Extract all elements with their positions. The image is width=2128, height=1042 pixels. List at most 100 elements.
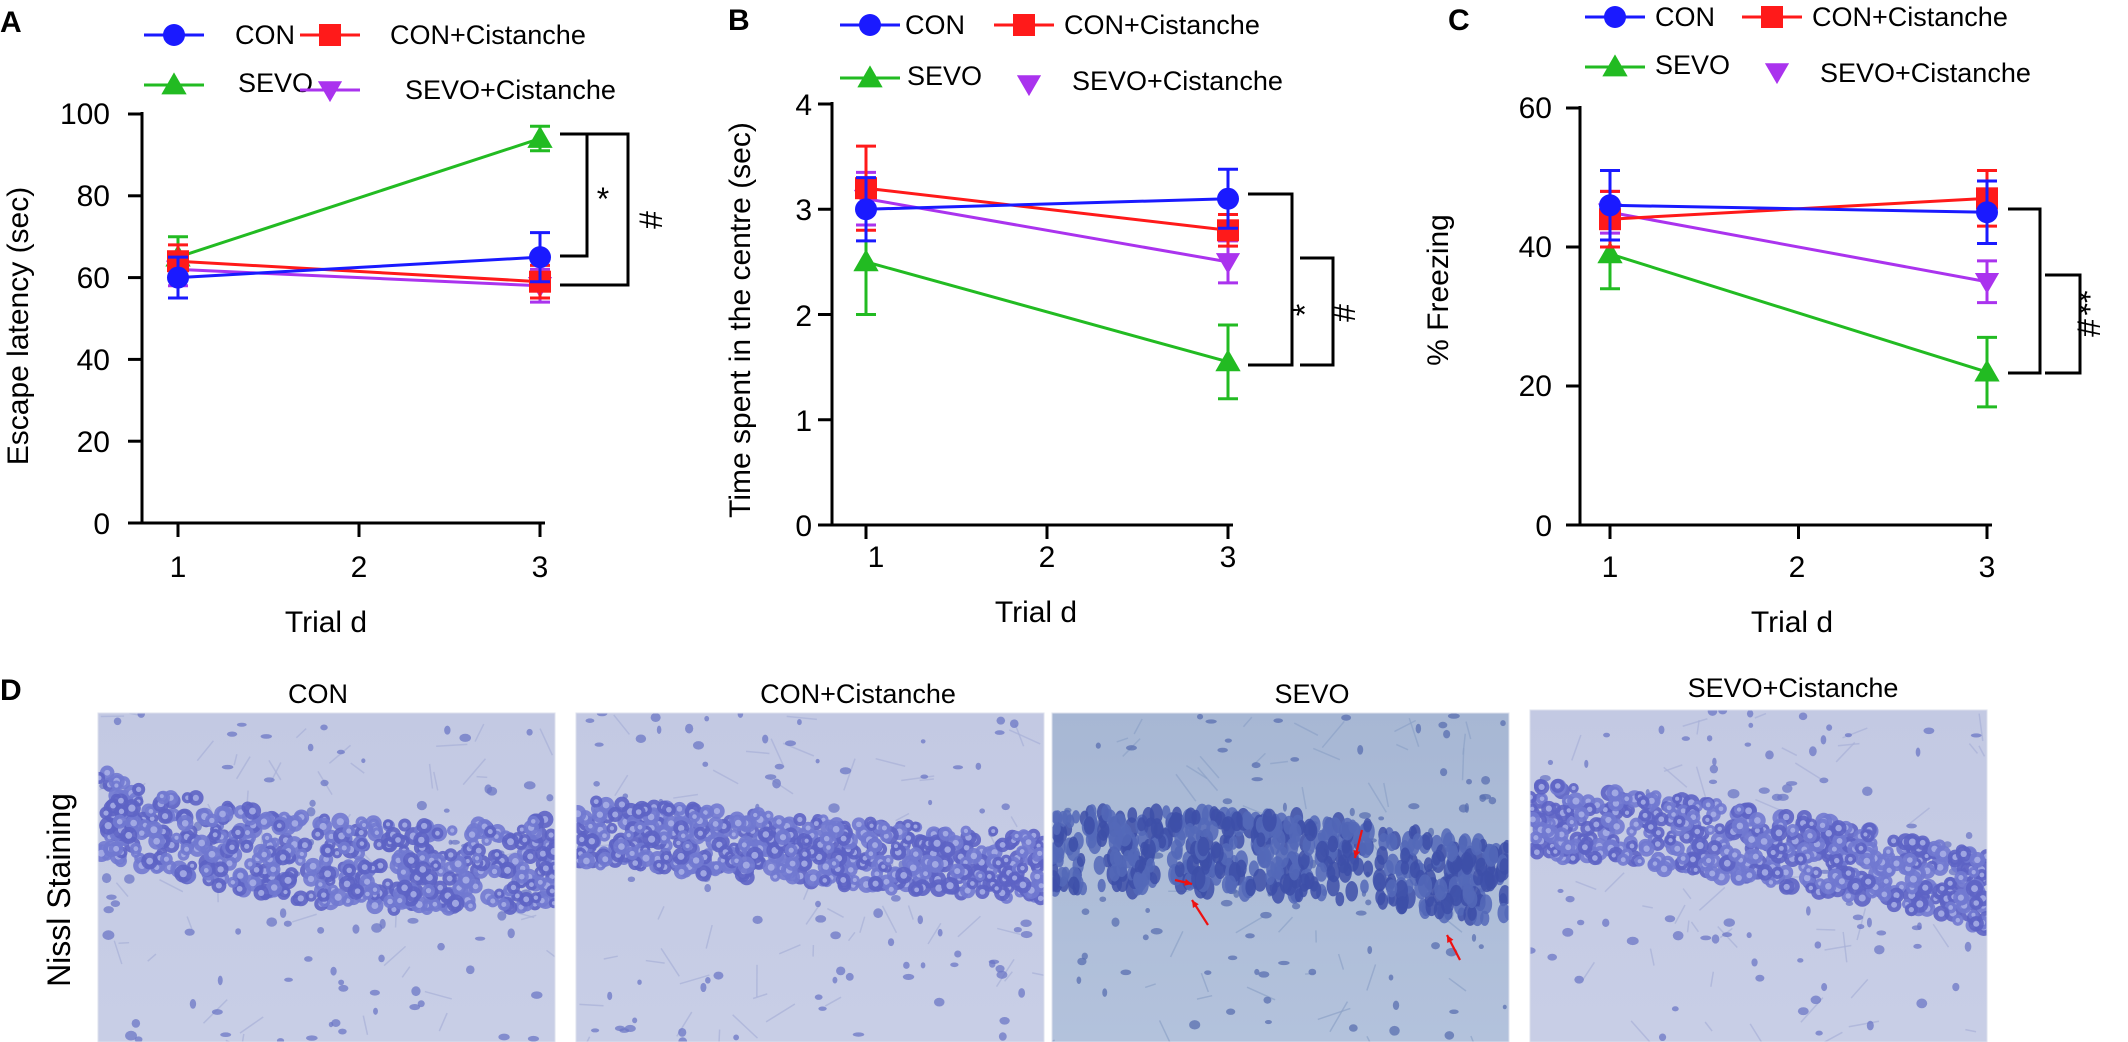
neuron-nucleus: [501, 902, 507, 908]
tissue-cell: [928, 799, 933, 806]
neuron-nucleus: [264, 835, 270, 841]
micrograph-con-cistanche: [576, 713, 1044, 1042]
neuron-nucleus: [150, 826, 158, 834]
tissue-cell: [1565, 895, 1575, 903]
tissue-fibre: [1682, 888, 1692, 900]
neuron-nucleus: [1545, 827, 1551, 834]
neuron-nucleus: [632, 860, 639, 866]
neuron: [1061, 866, 1070, 881]
neuron-nucleus: [1748, 836, 1756, 843]
tissue-cell: [1844, 733, 1852, 738]
neuron-nucleus: [512, 857, 519, 865]
neuron-nucleus: [804, 838, 809, 843]
neuron-nucleus: [1553, 849, 1558, 854]
neuron-nucleus: [450, 828, 455, 833]
tissue-fibre: [1200, 972, 1210, 993]
tissue-cell: [700, 982, 707, 993]
neuron: [1076, 853, 1086, 867]
legend-label: CON: [905, 10, 965, 40]
tissue-cell: [1664, 915, 1676, 923]
neuron-nucleus: [1782, 813, 1790, 821]
legend-label: SEVO+Cistanche: [405, 75, 616, 105]
tissue-cell: [1145, 907, 1151, 913]
tissue-fibre: [1932, 923, 1950, 948]
neuron: [1174, 829, 1186, 848]
neuron-nucleus: [1922, 884, 1929, 891]
neuron: [1412, 833, 1423, 850]
tissue-fibre: [474, 723, 485, 742]
tissue-cell: [1222, 798, 1233, 805]
neuron-nucleus: [963, 844, 970, 851]
tissue-cell: [1488, 797, 1497, 805]
neuron-nucleus: [1924, 853, 1929, 858]
neuron-nucleus: [341, 845, 347, 851]
tissue-cell: [1018, 988, 1026, 998]
tissue-cell: [1557, 888, 1564, 894]
neuron: [1288, 822, 1302, 844]
neuron-nucleus: [933, 839, 941, 847]
tissue-cell: [1658, 725, 1665, 735]
neuron: [1191, 866, 1206, 891]
neuron-nucleus: [1939, 850, 1947, 858]
tissue-cell: [784, 740, 797, 747]
neuron-nucleus: [159, 794, 164, 799]
neuron-nucleus: [377, 862, 384, 869]
panel-letter-d: D: [0, 674, 22, 707]
tissue-fibre: [1014, 724, 1025, 747]
neuron-nucleus: [118, 797, 124, 804]
tissue-cell: [1447, 713, 1460, 719]
tissue-fibre: [1695, 766, 1707, 799]
neuron-nucleus: [279, 854, 287, 861]
neuron-nucleus: [1835, 824, 1842, 832]
tissue-fibre: [1278, 916, 1294, 933]
neuron-nucleus: [602, 856, 609, 863]
neuron-nucleus: [1971, 885, 1978, 892]
tissue-cell: [1273, 718, 1283, 723]
tissue-cell: [486, 786, 498, 796]
micrograph-texture: [98, 713, 555, 1042]
legend-marker-con: [163, 24, 185, 46]
legend-marker-sevo: [1602, 54, 1628, 77]
neuron-nucleus: [583, 857, 590, 865]
tissue-cell: [1466, 778, 1472, 785]
tissue-cell: [407, 917, 419, 924]
tissue-cell: [1562, 927, 1574, 937]
tissue-cell: [1711, 934, 1720, 944]
neuron: [1386, 832, 1398, 852]
tissue-cell: [1204, 970, 1212, 975]
data-point-con-cistanche: [1217, 219, 1239, 242]
tissue-cell: [988, 959, 1000, 965]
tissue-cell: [330, 966, 337, 976]
neuron: [1461, 855, 1474, 875]
neuron-nucleus: [365, 891, 370, 897]
tissue-cell: [1751, 958, 1758, 967]
tissue-fibre: [1366, 1035, 1371, 1042]
neuron-nucleus: [162, 813, 169, 820]
significance-label: **: [2061, 291, 2097, 316]
tissue-fibre: [1850, 978, 1869, 999]
neuron-nucleus: [408, 857, 415, 864]
neuron-nucleus: [1973, 900, 1980, 906]
tissue-cell: [263, 777, 275, 783]
tissue-cell: [338, 984, 349, 992]
neuron-nucleus: [118, 808, 125, 814]
neuron-nucleus: [307, 875, 315, 882]
neuron-nucleus: [415, 901, 423, 908]
neuron-nucleus: [1736, 807, 1742, 812]
neuron: [1258, 847, 1272, 869]
tissue-fibre: [539, 728, 554, 756]
neuron-nucleus: [668, 820, 675, 827]
neuron-nucleus: [402, 822, 408, 828]
tissue-fibre: [428, 763, 434, 789]
neuron-nucleus: [308, 893, 314, 899]
neuron-nucleus: [1581, 844, 1588, 851]
neuron-nucleus: [110, 802, 116, 809]
neuron: [1363, 818, 1372, 833]
tissue-fibre: [1394, 719, 1417, 733]
neuron-nucleus: [1572, 797, 1580, 805]
tissue-cell: [815, 900, 821, 908]
tissue-cell: [266, 917, 278, 927]
neuron-nucleus: [1705, 817, 1710, 822]
neuron-nucleus: [1955, 917, 1961, 923]
neuron-nucleus: [395, 837, 401, 843]
